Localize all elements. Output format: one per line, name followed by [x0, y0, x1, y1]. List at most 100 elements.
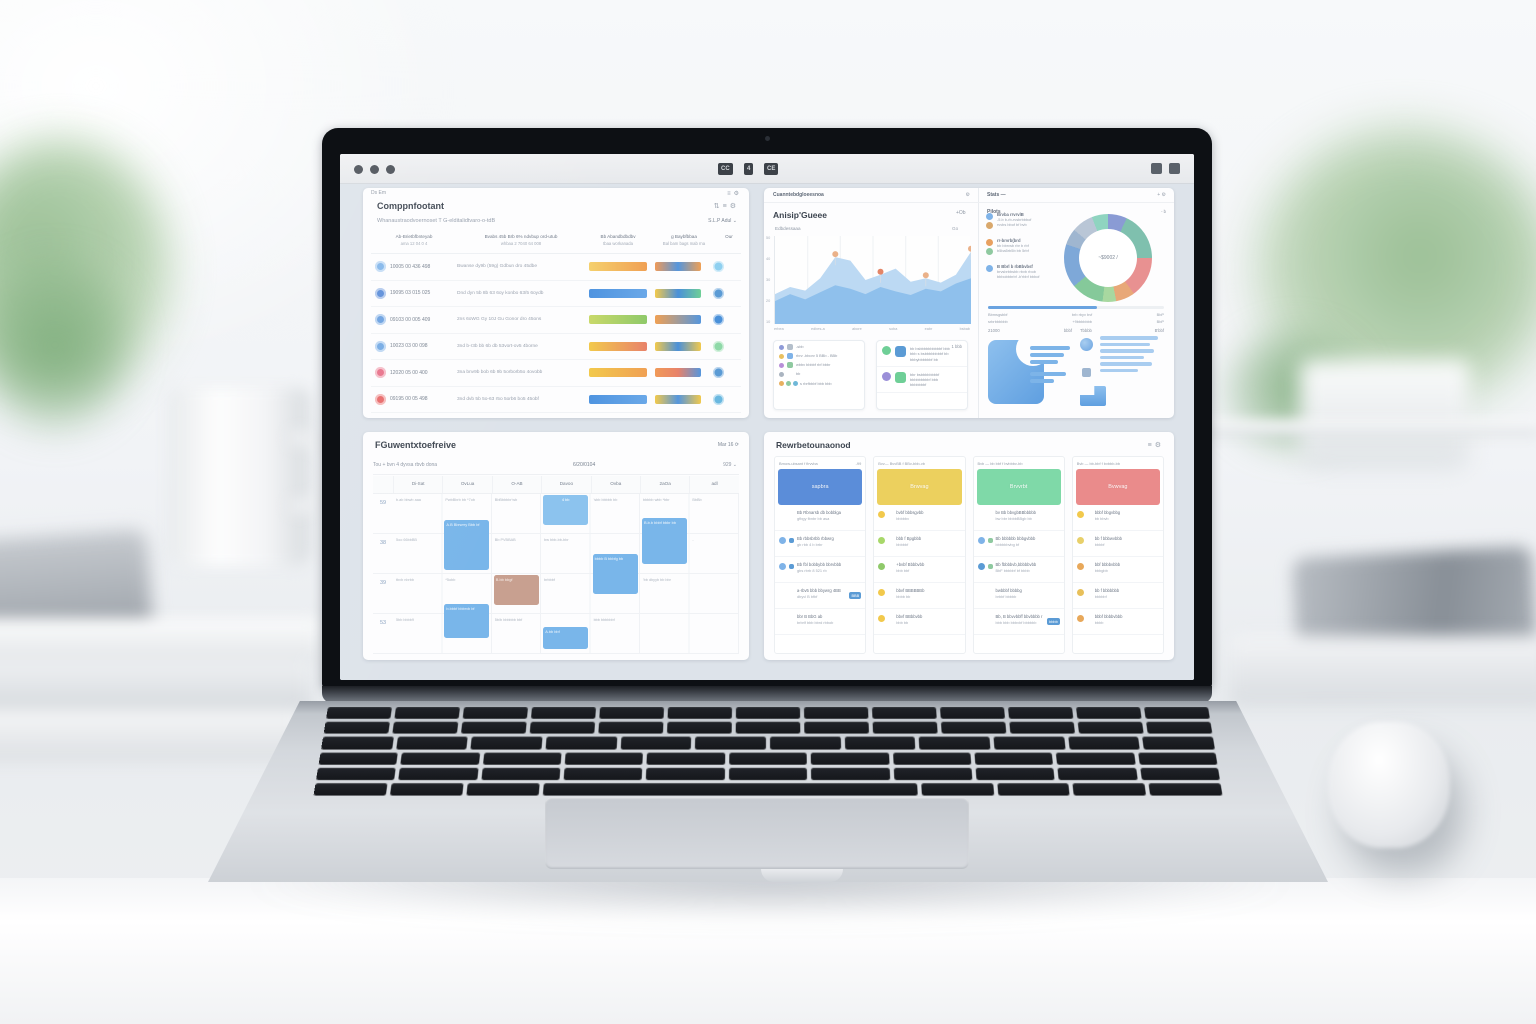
- toolbar-badge[interactable]: 4: [744, 163, 754, 175]
- key[interactable]: [1148, 783, 1223, 796]
- table-row[interactable]: 19095 03 015 025 Dnd dyn 5b 8b 63 6oy ko…: [371, 281, 741, 307]
- kanban-card[interactable]: bbf bbbbvbbb bbbgbb: [1072, 557, 1163, 583]
- key[interactable]: [940, 721, 1007, 734]
- donut-action[interactable]: - b: [1161, 209, 1166, 214]
- legend-item[interactable]: rr-brvrb(brd bb bbrvsb rbr b rbf b5ba5rb…: [986, 238, 1062, 255]
- key[interactable]: [993, 736, 1066, 750]
- refresh-icon[interactable]: ⟳: [734, 442, 739, 448]
- spacebar[interactable]: [542, 783, 918, 796]
- kanban-card[interactable]: bb f bbbwvbbb bbbbf: [1072, 531, 1163, 557]
- key[interactable]: [893, 767, 973, 780]
- key[interactable]: [974, 752, 1054, 765]
- chart-range-label[interactable]: Go: [952, 226, 959, 231]
- key[interactable]: [695, 736, 767, 750]
- toolbar-right[interactable]: 929 ⌄: [723, 462, 737, 468]
- key[interactable]: [1137, 752, 1218, 765]
- row-action-button[interactable]: [713, 314, 724, 326]
- column-header[interactable]: Bb Abandbdbdbv tbaa workanada: [600, 234, 636, 246]
- kanban-card[interactable]: Bb fbl bobbybb bbrvbbb gbs rbrb 8 521 rb: [775, 557, 866, 583]
- key[interactable]: [481, 767, 561, 780]
- key[interactable]: [811, 767, 890, 780]
- key[interactable]: [1055, 752, 1136, 765]
- key[interactable]: [1057, 767, 1138, 780]
- key[interactable]: [462, 707, 528, 719]
- key[interactable]: [872, 721, 938, 734]
- row-action-button[interactable]: [713, 367, 724, 379]
- column-banner[interactable]: Brvvrbt: [976, 469, 1061, 505]
- column-header[interactable]: Bvabs 45b Brb 6% ndvbup ord-utub whbaa 2 …: [484, 234, 558, 246]
- day-column-header[interactable]: Di-Sat: [393, 476, 442, 493]
- key[interactable]: [389, 783, 464, 796]
- legend-item[interactable]: B Bbrl b rbBbvbsf brvsbrbbsbb rbvb rbob …: [986, 264, 1062, 281]
- window-minimize-button[interactable]: [370, 165, 379, 174]
- gear-icon[interactable]: ⚙: [1161, 192, 1166, 198]
- apps-grid-icon[interactable]: [1151, 163, 1162, 174]
- panel-corner-icons[interactable]: ≡⚙: [727, 190, 742, 197]
- column-banner[interactable]: Bvwvag: [1075, 469, 1160, 505]
- keyboard[interactable]: [313, 707, 1223, 796]
- key[interactable]: [646, 752, 726, 765]
- key[interactable]: [529, 721, 596, 734]
- table-row[interactable]: 10005 00 436 498 Bwanse dy9b (59g) Gdbun…: [371, 254, 741, 281]
- report-card[interactable]: Tbbbb B'bbf: [1078, 328, 1166, 410]
- kanban-card[interactable]: Bb rbbsbrbb rbbwrg gb rbb 4 b brbr: [775, 531, 866, 557]
- funnel-card[interactable]: 21000 bbbf: [986, 328, 1074, 410]
- kanban-card[interactable]: Bb bbbbbb bbbgvbbb bbbbbbvbg bf: [973, 531, 1064, 557]
- kanban-card[interactable]: bb f bbbbbbb bbbbbf: [1072, 583, 1163, 609]
- day-column-header[interactable]: OvLua: [442, 476, 491, 493]
- toolbar-badge[interactable]: CE: [764, 163, 779, 175]
- task-item[interactable]: bbr bsbbbbbbbbf bbbbbbbbbf bbb bbbbbbbf: [877, 367, 967, 393]
- key[interactable]: [728, 752, 807, 765]
- legend-item[interactable]: Brvba rrvrvlB -5.b b-rb-rvsbrbbbof rvvbs…: [986, 212, 1062, 229]
- key[interactable]: [545, 736, 618, 750]
- table-row[interactable]: 10023 03 00 098 3nd b-r3b bb 6b db 53vor…: [371, 334, 741, 360]
- key[interactable]: [735, 721, 801, 734]
- key[interactable]: [1144, 707, 1210, 719]
- filter-dropdown[interactable]: S.L.P Adul ⌄: [708, 218, 737, 224]
- panel-breadcrumb[interactable]: Ds Em: [371, 190, 386, 196]
- key[interactable]: [804, 707, 869, 719]
- key[interactable]: [323, 721, 390, 734]
- row-action-button[interactable]: [713, 393, 724, 405]
- menu-icon[interactable]: ≡: [1147, 442, 1155, 449]
- key[interactable]: [1068, 736, 1141, 750]
- day-column-header[interactable]: adl: [689, 476, 738, 493]
- kanban-card[interactable]: bbvf BBBBBBb bbbb bb: [874, 583, 965, 609]
- sort-icon[interactable]: ⇅: [713, 203, 723, 210]
- table-row[interactable]: 09103 00 005 409 2ns 6oWG Gy 10J Gu Gono…: [371, 307, 741, 334]
- key[interactable]: [460, 721, 527, 734]
- key[interactable]: [940, 707, 1006, 719]
- key[interactable]: [804, 721, 870, 734]
- gear-icon[interactable]: ⚙: [729, 203, 739, 210]
- trackpad[interactable]: [545, 797, 969, 869]
- toolbar-left[interactable]: Tou + bvn 4 dyvsa rbvb dona: [373, 462, 438, 468]
- key[interactable]: [728, 767, 808, 780]
- settings-icon[interactable]: [1169, 163, 1180, 174]
- key[interactable]: [392, 721, 459, 734]
- key[interactable]: [1146, 721, 1213, 734]
- gear-icon[interactable]: ⚙: [733, 191, 742, 197]
- day-column-header[interactable]: 2aOa: [639, 476, 689, 493]
- kanban-card[interactable]: +bvbf Bbbbvbb bbb bbf: [874, 557, 965, 583]
- kanban-card[interactable]: bwbbbf bbbbg brbbf bbbbb: [973, 583, 1064, 609]
- key[interactable]: [1008, 707, 1074, 719]
- key[interactable]: [770, 736, 841, 750]
- table-row[interactable]: 09195 00 05 498 3nd dvb 5b 5o-63 r5o 5or…: [371, 387, 741, 413]
- schedule-grid[interactable]: 59 b.ab bbwb aaa PwbBbrb bb *7ob BbBbbbbr'…: [373, 494, 739, 654]
- day-column-header[interactable]: Davoo: [541, 476, 590, 493]
- menu-icon[interactable]: ≡: [727, 191, 734, 197]
- panel-icons[interactable]: ≡⚙: [1148, 441, 1164, 449]
- key[interactable]: [996, 783, 1071, 796]
- calendar-event[interactable]: B.b.b bbbf bbbr bb: [642, 518, 687, 564]
- column-banner[interactable]: Brwvag: [877, 469, 962, 505]
- key[interactable]: [530, 707, 596, 719]
- key[interactable]: [920, 783, 994, 796]
- kanban-card[interactable]: bbbf bbgvbbg bb bbvb: [1072, 505, 1163, 531]
- key[interactable]: [810, 752, 890, 765]
- key[interactable]: [844, 736, 916, 750]
- title-icons[interactable]: ⇅≡⚙: [714, 202, 739, 210]
- kanban-card[interactable]: bbr B BbG ab brbrlf bbb bbrd rbbob: [775, 609, 866, 635]
- kanban-card[interactable]: Bb, B bbvvbbff bbvbbbb r bbb bbb bbbvbf b…: [973, 609, 1064, 635]
- key[interactable]: [564, 752, 644, 765]
- key[interactable]: [1142, 736, 1215, 750]
